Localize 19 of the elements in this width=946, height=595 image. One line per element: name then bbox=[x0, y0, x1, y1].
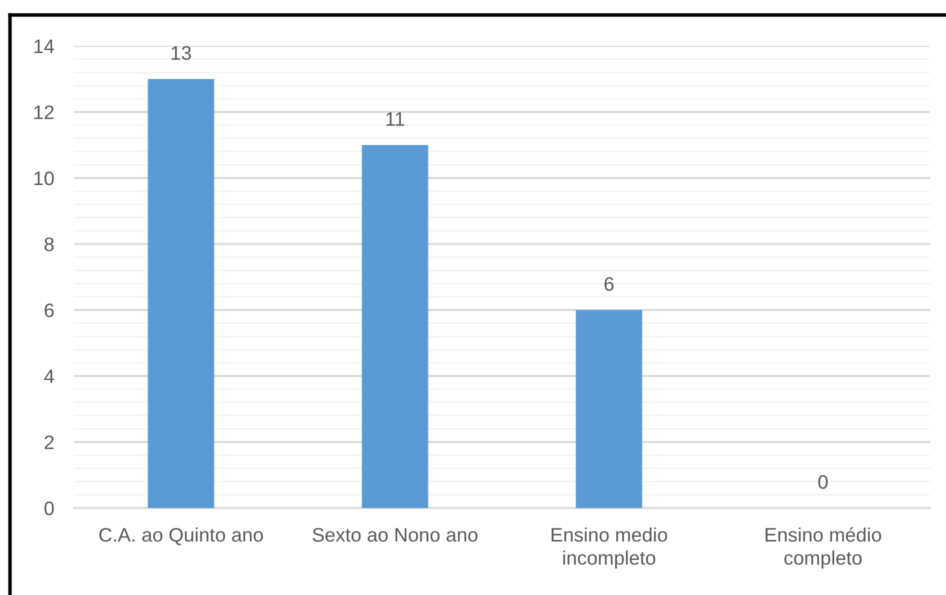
data-label: 0 bbox=[818, 475, 828, 489]
x-tick-label: C.A. ao Quinto ano bbox=[99, 527, 263, 546]
bar bbox=[576, 310, 642, 508]
y-tick-label: 12 bbox=[34, 105, 54, 120]
y-tick-label: 4 bbox=[44, 370, 54, 384]
y-tick-label: 2 bbox=[44, 435, 54, 450]
x-tick-label: Ensino medio incompleto bbox=[552, 527, 668, 569]
x-tick-label: Sexto ao Nono ano bbox=[312, 528, 478, 542]
data-label: 13 bbox=[172, 46, 191, 60]
y-tick-label: 10 bbox=[34, 171, 54, 186]
y-tick-label: 14 bbox=[34, 40, 54, 54]
bar bbox=[148, 79, 214, 508]
x-tick-label: Ensino médio completo bbox=[766, 527, 882, 569]
y-tick-label: 0 bbox=[44, 501, 54, 516]
data-label: 11 bbox=[386, 112, 404, 126]
y-tick-label: 8 bbox=[44, 237, 54, 252]
data-label: 6 bbox=[604, 277, 614, 291]
bar bbox=[362, 145, 428, 508]
y-tick-label: 6 bbox=[44, 303, 54, 318]
